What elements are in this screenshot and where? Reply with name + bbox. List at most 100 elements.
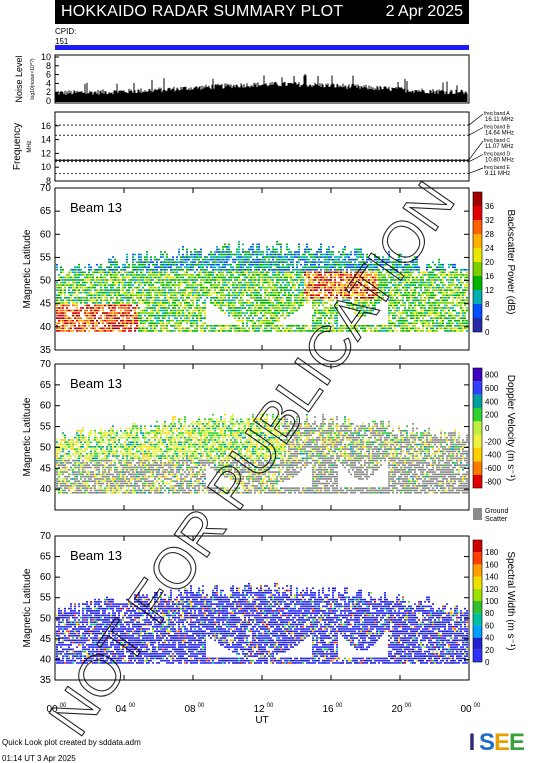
noise-ytick-label: 2: [46, 87, 51, 97]
colorbar-tick-label: 20: [485, 258, 494, 267]
xtick-sup: 00: [198, 703, 205, 709]
colorbar-segment: [473, 206, 482, 220]
cpid-label: CPID:: [55, 27, 77, 36]
freq-ylabel: Frequency: [12, 123, 23, 170]
panel-ytick-label: 55: [40, 422, 52, 433]
noise-ytick-label: 4: [46, 78, 51, 88]
ground-scatter-swatch: [473, 508, 482, 520]
panel-ytick-label: 60: [40, 572, 52, 583]
panel-ytick-label: 65: [40, 206, 52, 217]
colorbar-tick-label: 40: [485, 634, 494, 643]
xtick-label: 12: [253, 704, 265, 715]
colorbar-segment: [473, 381, 482, 395]
freq-ytick-label: 12: [41, 148, 51, 158]
cpid-value: 151: [55, 37, 69, 46]
cpid-bar: [55, 45, 469, 50]
logo-letter: I: [469, 729, 476, 756]
beam-label: Beam 13: [70, 200, 122, 215]
ground-scatter-label: Ground: [485, 508, 508, 515]
colorbar-tick-label: 4: [485, 314, 490, 323]
noise-ylabel: Noise Level: [14, 55, 24, 102]
panel-ytick-label: 65: [40, 380, 52, 391]
freq-ytick-label: 8: [46, 176, 51, 186]
beam-data-0: [56, 240, 468, 332]
xtick-label: 20: [391, 704, 403, 715]
beam-label: Beam 13: [70, 376, 122, 391]
colorbar-segment: [473, 552, 482, 565]
colorbar-tick-label: 180: [485, 548, 499, 557]
freq-band-connector: [468, 154, 484, 162]
freq-band-connector: [468, 127, 484, 136]
panel-ytick-label: 40: [40, 322, 52, 333]
colorbar-tick-label: 600: [485, 384, 499, 393]
xtick-label: 04: [115, 704, 127, 715]
freq-band-label: freq band C: [484, 138, 511, 144]
freq-ytick-label: 10: [41, 162, 51, 172]
panel-ytick-label: 55: [40, 252, 52, 263]
panel-ytick-label: 50: [40, 442, 52, 453]
panel-ytick-label: 40: [40, 484, 52, 495]
footer-created-by: Quick Look plot created by sddata.adm: [2, 738, 141, 747]
noise-ytick-label: 6: [46, 70, 51, 80]
colorbar-tick-label: 60: [485, 621, 494, 630]
xtick-sup: 00: [474, 703, 481, 709]
colorbar-segment: [473, 625, 482, 638]
freq-band-label: freq band D: [484, 152, 511, 158]
freq-band-connector: [468, 113, 484, 126]
panel-ytick-label: 65: [40, 552, 52, 563]
colorbar-tick-label: 160: [485, 560, 499, 569]
noise-ytick-label: 8: [46, 61, 51, 71]
colorbar-tick-label: 8: [485, 300, 490, 309]
colorbar-tick-label: 120: [485, 585, 499, 594]
panel-ytick-label: 50: [40, 613, 52, 624]
colorbar-segment: [473, 394, 482, 408]
colorbar-tick-label: 16: [485, 272, 494, 281]
noise-ytick-label: 10: [41, 52, 51, 62]
freq-band-label: freq band A: [484, 111, 510, 117]
colorbar-segment: [473, 368, 482, 382]
title-bar: HOKKAIDO RADAR SUMMARY PLOT 2 Apr 2025: [55, 0, 469, 24]
freq-panel-frame: [54, 111, 470, 182]
panel-ylabel: Magnetic Latitude: [22, 568, 33, 647]
panel-ytick-label: 70: [40, 359, 52, 370]
freq-band-value: 11.07 MHz: [485, 144, 514, 150]
freq-band-value: 16.11 MHz: [485, 117, 514, 123]
freq-ylabel-unit: MHz: [27, 140, 33, 152]
panel-ytick-label: 60: [40, 229, 52, 240]
footer-timestamp: 01:14 UT 3 Apr 2025: [2, 754, 76, 763]
colorbar-tick-label: 24: [485, 244, 494, 253]
colorbar-tick-label: 100: [485, 597, 499, 606]
colorbar-tick-label: 200: [485, 411, 499, 420]
logo-letter: S: [479, 729, 495, 756]
plot-title: HOKKAIDO RADAR SUMMARY PLOT: [61, 3, 344, 20]
freq-band-label: freq band E: [484, 165, 511, 171]
panel-ytick-label: 45: [40, 634, 52, 645]
panel-ytick-label: 50: [40, 276, 52, 287]
xtick-label: 00: [46, 704, 58, 715]
colorbar-label: Spectral Width (m s⁻¹): [505, 551, 516, 650]
xtick-label: 08: [184, 704, 196, 715]
colorbar-tick-label: 12: [485, 286, 494, 295]
xtick-sup: 00: [129, 703, 136, 709]
panel-ytick-label: 45: [40, 463, 52, 474]
freq-band-value: 9.11 MHz: [485, 171, 510, 177]
freq-band-connector: [468, 140, 484, 161]
panel-ytick-label: 70: [40, 183, 52, 194]
colorbar-segment: [473, 262, 482, 276]
colorbar-segment: [473, 576, 482, 589]
x-axis-label: UT: [255, 715, 268, 726]
noise-trace: [55, 74, 468, 102]
panel-ytick-label: 35: [40, 675, 52, 686]
panel-ytick-label: 55: [40, 593, 52, 604]
colorbar-tick-label: 32: [485, 216, 494, 225]
colorbar-tick-label: 0: [485, 328, 490, 337]
colorbar-segment: [473, 421, 482, 435]
colorbar-segment: [473, 434, 482, 448]
colorbar-segment: [473, 192, 482, 206]
colorbar-frame: [472, 539, 483, 663]
panel-ylabel: Magnetic Latitude: [22, 397, 33, 476]
colorbar-tick-label: -400: [485, 451, 502, 460]
colorbar-segment: [473, 649, 482, 662]
colorbar-segment: [473, 461, 482, 475]
